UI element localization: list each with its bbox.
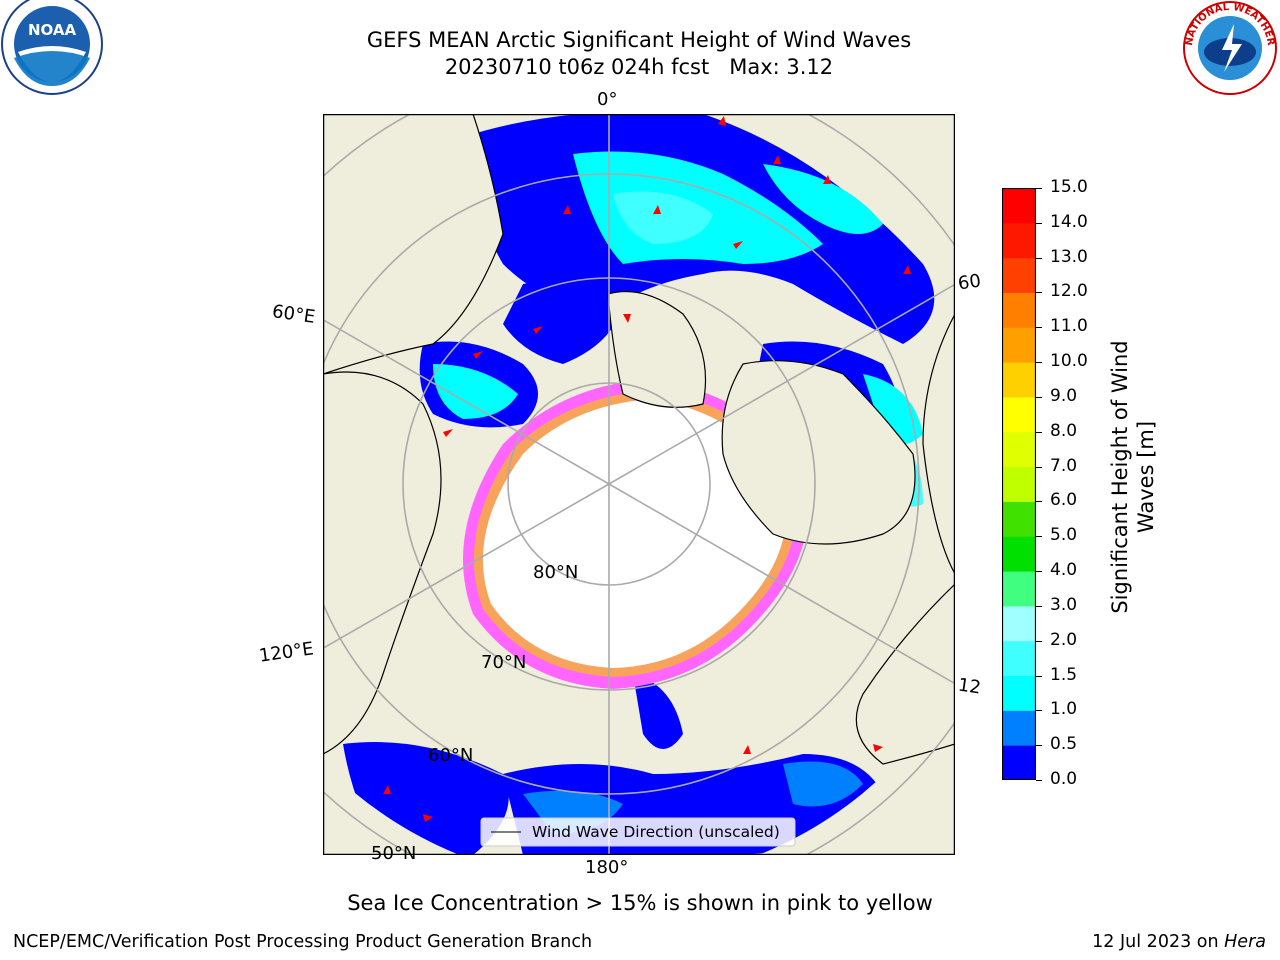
colorbar-tick-label: 6.0 (1050, 490, 1078, 511)
colorbar-tick-mark (1036, 536, 1042, 538)
colorbar-tick-mark (1036, 327, 1042, 329)
coastlines (323, 114, 955, 765)
colorbar-ticks: 0.0 0.5 1.0 1.5 2.0 3.0 4.0 5.0 6.0 7.0 8.0 9.0 10.0… (1036, 0, 1096, 960)
colorbar-tick-mark (1036, 675, 1042, 677)
colorbar-segment (1002, 710, 1036, 746)
lon-label-0: 0° (597, 89, 618, 110)
lat-label-80n: 80°N (533, 562, 579, 583)
colorbar-tick-mark (1036, 780, 1042, 781)
colorbar-tick-label: 10.0 (1050, 351, 1088, 372)
colorbar-segment (1002, 362, 1036, 398)
colorbar-label-line2: Waves [m] (1134, 420, 1158, 534)
lat-label-70n: 70°N (481, 652, 527, 673)
wind-wave-legend: Wind Wave Direction (unscaled) (480, 817, 796, 847)
colorbar-tick-mark (1036, 640, 1042, 642)
colorbar-segment (1002, 536, 1036, 572)
footer-host: Hera (1224, 932, 1266, 952)
colorbar-tick-mark (1036, 710, 1042, 712)
colorbar-frame (1001, 187, 1037, 781)
sea-ice (463, 379, 808, 689)
colorbar-tick-label: 8.0 (1050, 420, 1078, 441)
wind-arrows (383, 116, 911, 822)
lat-label-50n: 50°N (371, 843, 417, 864)
colorbar-tick-mark (1036, 292, 1042, 294)
noaa-logo: NOAA (0, 0, 104, 104)
noaa-logo-text: NOAA (28, 21, 77, 39)
map-frame (322, 113, 956, 856)
colorbar-tick-label: 12.0 (1050, 281, 1088, 302)
colorbar-segment (1002, 431, 1036, 468)
colorbar-segment (1002, 675, 1036, 711)
colorbar-tick-label: 5.0 (1050, 525, 1078, 546)
caption: Sea Ice Concentration > 15% is shown in … (347, 891, 933, 915)
colorbar-label-line1: Significant Height of Wind (1108, 340, 1132, 614)
colorbar-tick-mark (1036, 605, 1042, 607)
lon-label-120w: 120°W (956, 674, 982, 699)
colorbar-tick-mark (1036, 188, 1042, 189)
footer-right: 12 Jul 2023 on Hera (1092, 932, 1266, 952)
colorbar-tick-mark (1036, 431, 1042, 433)
colorbar-segment (1002, 640, 1036, 677)
colorbar-segment (1002, 222, 1036, 259)
colorbar-tick-mark (1036, 222, 1042, 224)
colorbar-tick-label: 2.0 (1050, 629, 1078, 650)
map-subtitle: 20230710 t06z 024h fcst Max: 3.12 (444, 55, 834, 79)
colorbar-segment (1002, 571, 1036, 607)
nws-logo: NATIONAL WEATHER SERVICE (1174, 0, 1280, 100)
colorbar-tick-label: 3.0 (1050, 594, 1078, 615)
colorbar-segment (1002, 188, 1036, 224)
colorbar-tick-label: 4.0 (1050, 560, 1078, 581)
colorbar-tick-label: 7.0 (1050, 455, 1078, 476)
lon-label-60w: 60°W (956, 270, 982, 295)
colorbar-segment (1002, 466, 1036, 502)
colorbar-segment (1002, 292, 1036, 328)
colorbar-tick-mark (1036, 745, 1042, 747)
colorbar-tick-mark (1036, 466, 1042, 468)
colorbar-tick-mark (1036, 571, 1042, 573)
colorbar-tick-label: 15.0 (1050, 177, 1088, 197)
colorbar-segment (1002, 396, 1036, 433)
lon-label-180: 180° (585, 857, 629, 878)
colorbar-label: Significant Height of Wind Waves [m] (1104, 300, 1164, 650)
colorbar-tick-mark (1036, 396, 1042, 398)
graticule (323, 114, 955, 855)
polar-map: Wind Wave Direction (unscaled) (322, 113, 956, 856)
footer-date: 12 Jul 2023 on (1092, 932, 1225, 952)
colorbar-tick-label: 0.5 (1050, 734, 1078, 755)
colorbar-tick-label: 0.0 (1050, 769, 1078, 789)
colorbar-tick-label: 1.0 (1050, 699, 1078, 720)
colorbar-segment (1002, 745, 1036, 781)
colorbar-segment (1002, 605, 1036, 642)
colorbar-tick-mark (1036, 362, 1042, 364)
map-title: GEFS MEAN Arctic Significant Height of W… (366, 28, 912, 52)
colorbar (1001, 187, 1037, 781)
legend-label: Wind Wave Direction (unscaled) (532, 823, 780, 841)
wave-field (343, 114, 935, 855)
colorbar-tick-label: 1.5 (1050, 664, 1078, 685)
colorbar-tick-mark (1036, 501, 1042, 503)
colorbar-segment (1002, 501, 1036, 537)
lon-label-60e: 60°E (270, 301, 317, 328)
footer-left: NCEP/EMC/Verification Post Processing Pr… (13, 932, 593, 952)
colorbar-segment (1002, 257, 1036, 293)
colorbar-tick-label: 11.0 (1050, 316, 1088, 337)
colorbar-segment (1002, 327, 1036, 363)
colorbar-tick-label: 14.0 (1050, 211, 1088, 232)
colorbar-tick-mark (1036, 257, 1042, 259)
colorbar-tick-label: 9.0 (1050, 385, 1078, 406)
colorbar-tick-label: 13.0 (1050, 246, 1088, 267)
lon-label-120e: 120°E (257, 638, 315, 667)
lat-label-60n: 60°N (428, 745, 474, 766)
